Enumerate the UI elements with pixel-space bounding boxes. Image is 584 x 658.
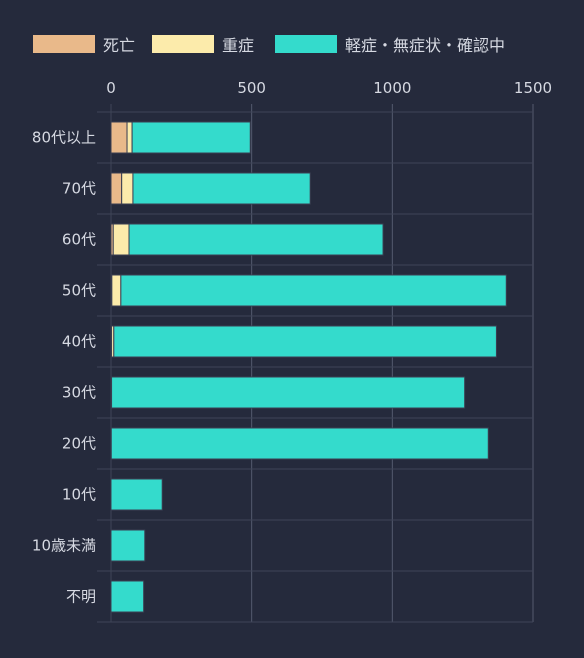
y-category-label: 80代以上 — [32, 129, 96, 147]
y-category-label: 50代 — [62, 282, 96, 300]
bar-segment[interactable] — [110, 580, 145, 613]
bar-segment[interactable] — [111, 274, 122, 307]
bar-segment[interactable] — [131, 121, 251, 154]
y-category-label: 60代 — [62, 231, 96, 249]
bar-segment[interactable] — [120, 274, 507, 307]
legend-item-mild[interactable]: 軽症・無症状・確認中 — [275, 30, 505, 58]
bar-segment[interactable] — [113, 325, 497, 358]
bar-segment[interactable] — [112, 223, 130, 256]
bar-segment[interactable] — [110, 427, 489, 460]
legend-label-severe: 重症 — [222, 36, 255, 55]
bar-segment[interactable] — [110, 529, 146, 562]
bar-segment[interactable] — [121, 172, 134, 205]
y-category-label: 40代 — [62, 333, 96, 351]
legend-swatch-severe — [152, 35, 214, 53]
bar-segment[interactable] — [110, 172, 123, 205]
bar-segment[interactable] — [126, 121, 133, 154]
bar-segment[interactable] — [128, 223, 384, 256]
y-category-label: 30代 — [62, 384, 96, 402]
y-category-label: 20代 — [62, 435, 96, 453]
legend-item-severe[interactable]: 重症 — [152, 30, 254, 58]
x-tick-label: 0 — [106, 79, 116, 97]
y-category-label: 10代 — [62, 486, 96, 504]
x-axis-ticks: 0 500 1000 1500 — [106, 79, 552, 97]
bar-segment[interactable] — [110, 478, 163, 511]
legend: 死亡 重症 軽症・無症状・確認中 — [0, 30, 584, 58]
y-category-label: 70代 — [62, 180, 96, 198]
bar-segment[interactable] — [110, 121, 128, 154]
legend-swatch-deaths — [33, 35, 95, 53]
legend-label-deaths: 死亡 — [103, 36, 136, 55]
bar-segment[interactable] — [132, 172, 311, 205]
legend-swatch-mild — [275, 35, 337, 53]
x-tick-label: 1000 — [373, 79, 411, 97]
bars — [110, 121, 507, 613]
bar-segment[interactable] — [111, 376, 466, 409]
y-category-label: 10歳未満 — [32, 537, 96, 555]
x-tick-label: 1500 — [514, 79, 552, 97]
x-tick-label: 500 — [237, 79, 266, 97]
legend-label-mild: 軽症・無症状・確認中 — [345, 36, 506, 55]
y-category-label: 不明 — [66, 588, 96, 606]
legend-item-deaths[interactable]: 死亡 — [33, 30, 135, 58]
